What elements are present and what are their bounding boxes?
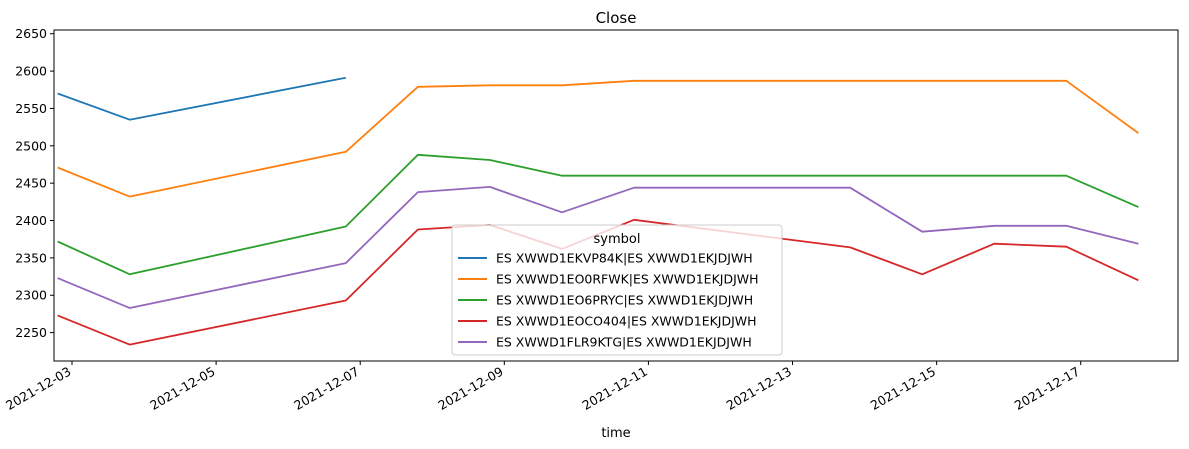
legend-label: ES XWWD1EKVP84K|ES XWWD1EKJDJWH xyxy=(496,251,753,266)
series-line-5 xyxy=(57,186,1139,309)
plot-frame xyxy=(53,29,1179,362)
x-axis-label: time xyxy=(601,426,630,441)
series-line-1 xyxy=(57,76,346,121)
legend-label: ES XWWD1FLR9KTG|ES XWWD1EKJDJWH xyxy=(496,335,752,350)
legend-entries: ES XWWD1EKVP84K|ES XWWD1EKJDJWH ES XWWD1E… xyxy=(458,251,759,350)
series-line-3 xyxy=(57,153,1139,276)
x-tick-label: 2021-12-13 xyxy=(724,364,794,413)
y-tick-label: 2300 xyxy=(15,288,47,303)
x-tick-label: 2021-12-11 xyxy=(580,364,650,413)
y-tick-label: 2500 xyxy=(15,138,47,153)
y-tick-label: 2350 xyxy=(15,250,47,265)
x-tick-label: 2021-12-17 xyxy=(1012,364,1082,413)
legend-title: symbol xyxy=(594,232,641,247)
series-line-2 xyxy=(57,79,1139,198)
y-tick-label: 2600 xyxy=(15,64,47,79)
x-tick-label: 2021-12-15 xyxy=(868,364,938,413)
legend-label: ES XWWD1EO6PRYC|ES XWWD1EKJDJWH xyxy=(496,293,753,308)
y-tick-label: 2400 xyxy=(15,213,47,228)
legend: symbol ES XWWD1EKVP84K|ES XWWD1EKJDJWHES… xyxy=(451,224,783,356)
x-tick-label: 2021-12-05 xyxy=(147,364,217,413)
y-tick-label: 2650 xyxy=(15,26,47,41)
chart-title: Close xyxy=(596,9,637,27)
x-tick-label: 2021-12-09 xyxy=(435,364,505,413)
x-tick-label: 2021-12-03 xyxy=(3,364,73,413)
y-tick-label: 2250 xyxy=(15,325,47,340)
legend-label: ES XWWD1EOCO404|ES XWWD1EKJDJWH xyxy=(496,314,757,329)
legend-label: ES XWWD1EO0RFWK|ES XWWD1EKJDJWH xyxy=(496,272,759,287)
y-tick-label: 2550 xyxy=(15,101,47,116)
x-tick-label: 2021-12-07 xyxy=(291,364,361,413)
legend-box xyxy=(451,224,783,356)
y-tick-label: 2450 xyxy=(15,176,47,191)
